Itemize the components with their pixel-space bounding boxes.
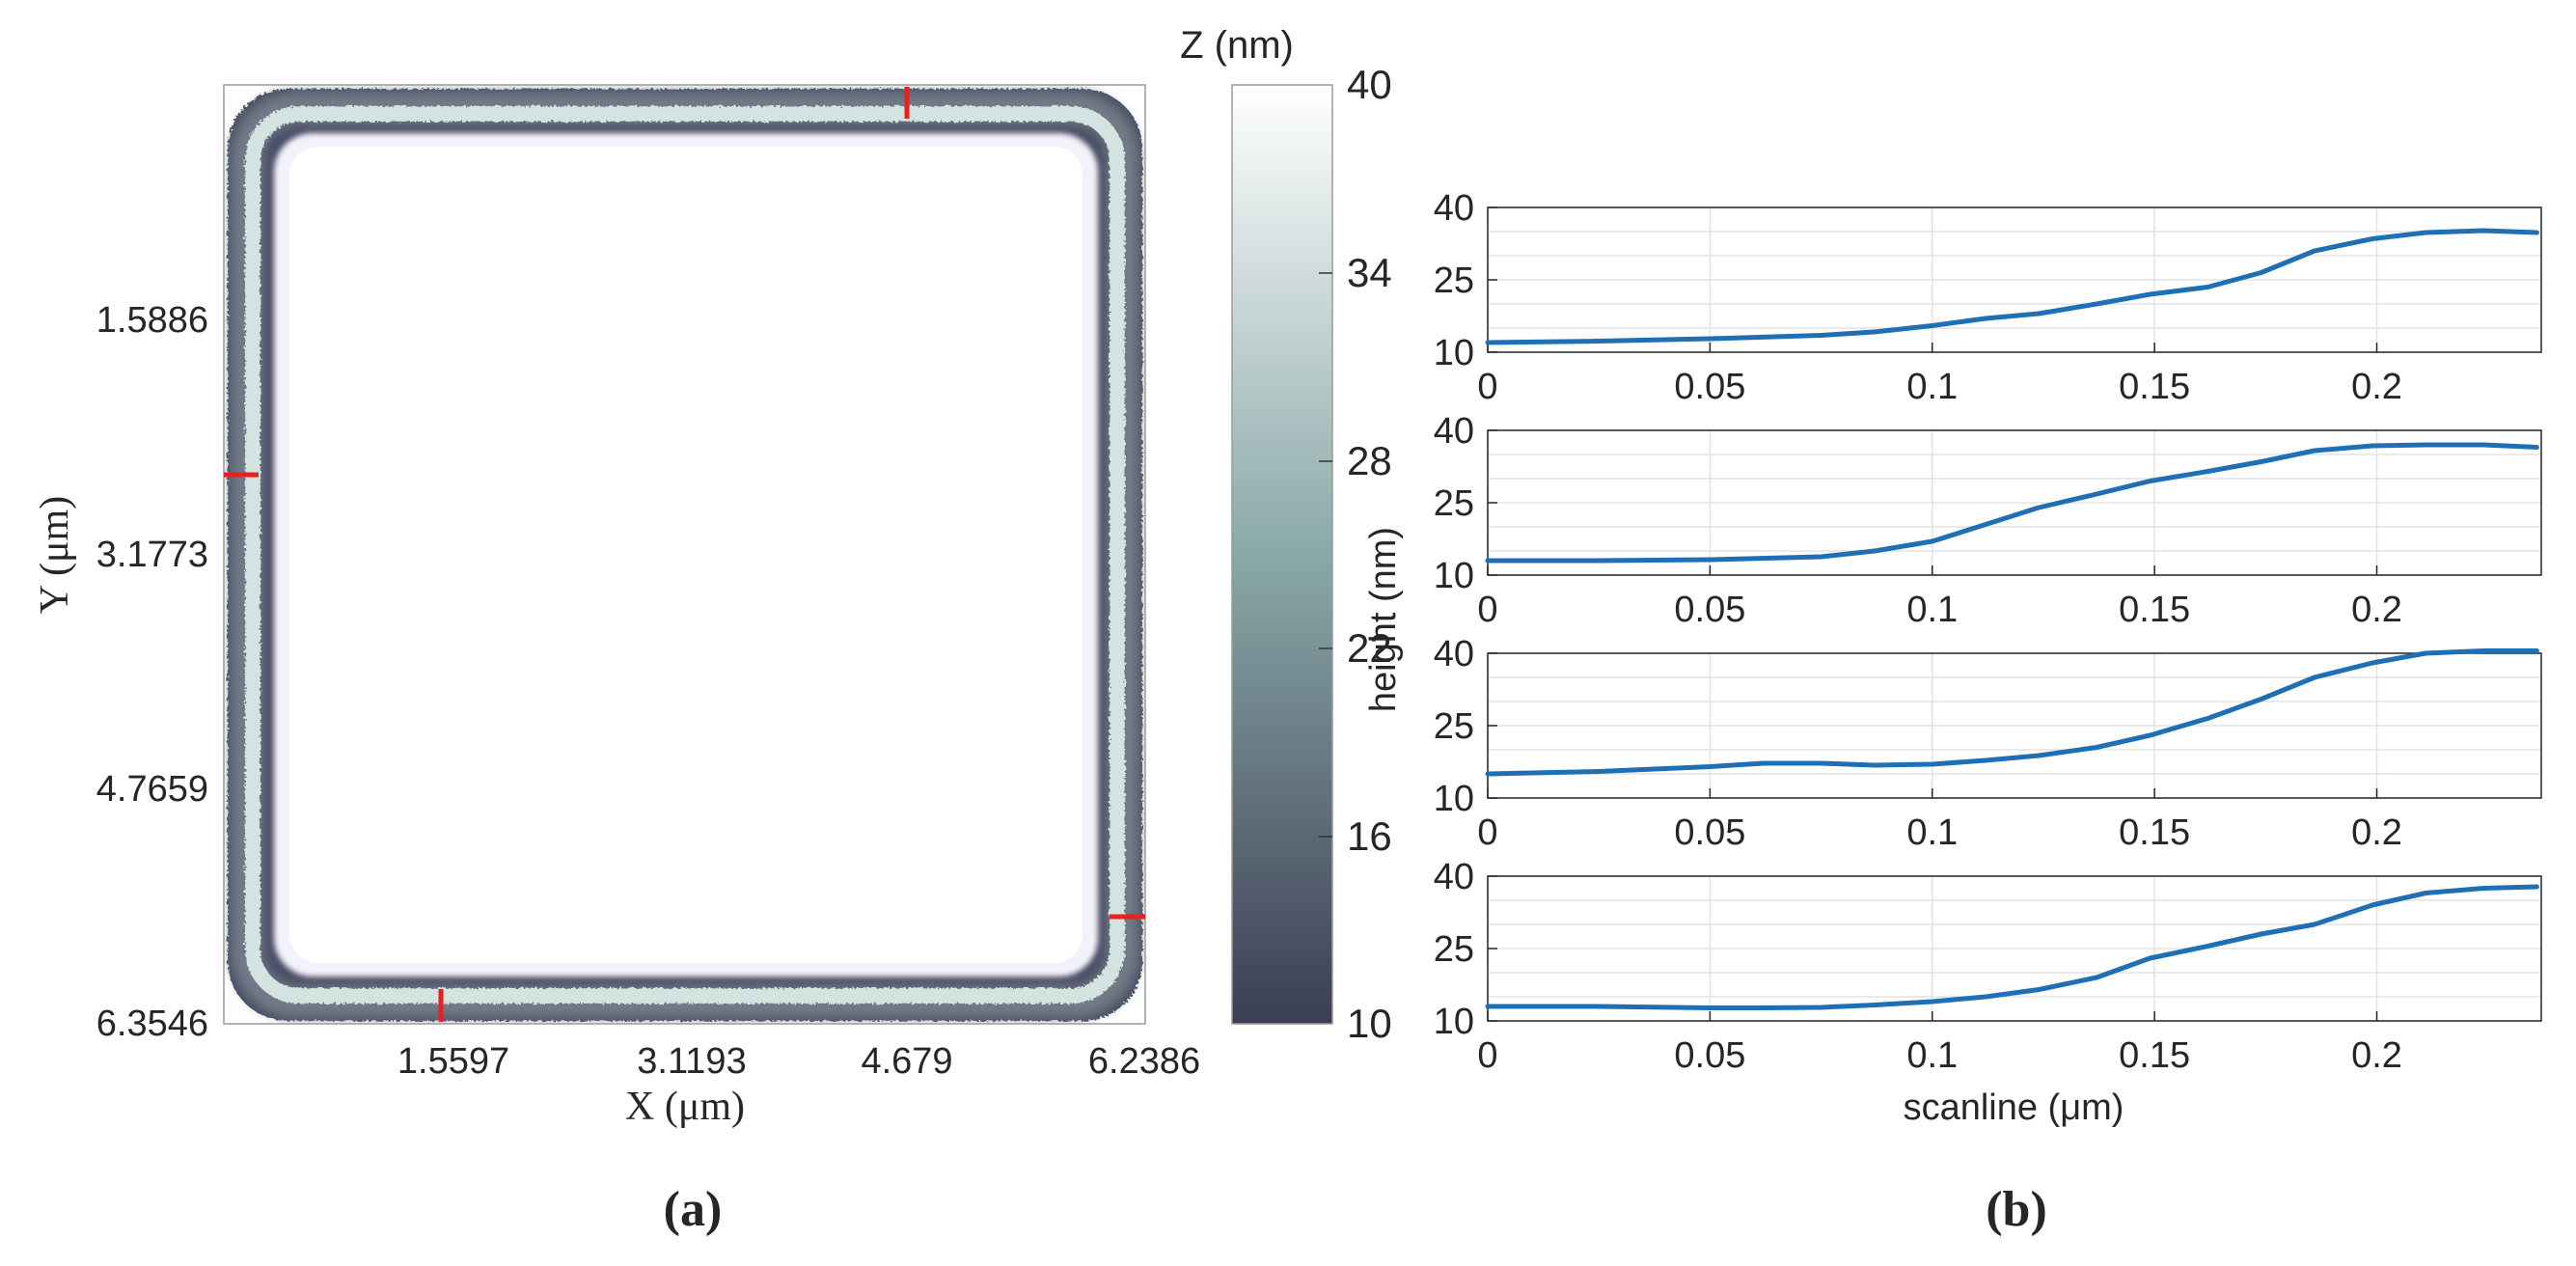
y-tick-label: 40 [1434, 411, 1474, 452]
profile-subplot-4: 10 25 40 0 0.05 0.1 0.15 0.2 [1434, 857, 2542, 1076]
heatmap-plot-area [224, 85, 1145, 1024]
y-tick-label: 10 [1434, 779, 1474, 819]
x-tick-label: 4.679 [861, 1041, 952, 1082]
y-tick-label: 40 [1434, 857, 1474, 897]
profile-subplot-2: 10 25 40 0 0.05 0.1 0.15 0.2 [1434, 411, 2542, 630]
y-tick-label: 25 [1434, 706, 1474, 747]
colorbar-title: Z (nm) [1180, 24, 1294, 67]
x-tick-label: 1.5597 [397, 1041, 509, 1082]
panel-b-caption: (b) [1986, 1182, 2047, 1237]
scanline-markers [224, 87, 1145, 1022]
heatmap-frame [223, 84, 1146, 1025]
profiles-x-axis-label: scanline (μm) [1904, 1087, 2124, 1128]
profile-line-3 [1485, 648, 2539, 777]
x-tick-label: 0.05 [1674, 590, 1745, 630]
x-tick-label: 0.05 [1674, 1035, 1745, 1076]
heatmap-plateau [289, 147, 1082, 963]
x-tick-label: 0.15 [2119, 1035, 2190, 1076]
x-tick-label: 0 [1477, 812, 1497, 853]
x-tick-label: 0.2 [2351, 367, 2402, 407]
y-tick-label: 40 [1434, 634, 1474, 674]
y-tick-label: 10 [1434, 333, 1474, 373]
profile-subplot-3: 10 25 40 0 0.05 0.1 0.15 0.2 [1434, 634, 2542, 853]
y-tick-label: 6.3546 [96, 1004, 208, 1044]
y-tick-label: 3.1773 [96, 535, 208, 575]
heatmap-x-ticks: 1.5597 3.1193 4.679 6.2386 [397, 1041, 1200, 1082]
x-tick-label: 0 [1477, 1035, 1497, 1076]
x-tick-label: 6.2386 [1088, 1041, 1200, 1082]
heatmap-x-axis-label: X (μm) [625, 1085, 745, 1129]
x-tick-label: 3.1193 [637, 1041, 746, 1082]
x-tick-label: 0.2 [2351, 812, 2402, 853]
x-tick-label: 0.2 [2351, 590, 2402, 630]
heatmap-y-axis-label: Y (μm) [33, 496, 77, 614]
profiles-y-axis-label: height (nm) [1363, 527, 1404, 712]
x-tick-label: 0.1 [1906, 1035, 1958, 1076]
heatmap-rim [245, 106, 1125, 1004]
y-tick-label: 4.7659 [96, 769, 208, 810]
colorbar-tick-label: 10 [1347, 1001, 1392, 1046]
x-tick-label: 0 [1477, 590, 1497, 630]
y-tick-label: 10 [1434, 556, 1474, 596]
x-tick-label: 0.15 [2119, 367, 2190, 407]
x-tick-label: 0.1 [1906, 812, 1958, 853]
panel-a-caption: (a) [664, 1182, 723, 1237]
x-tick-label: 0.1 [1906, 590, 1958, 630]
heatmap-y-ticks: 1.5886 3.1773 4.7659 6.3546 [96, 300, 208, 1044]
profile-subplot-1: 10 25 40 0 0.05 0.1 0.15 0.2 [1434, 188, 2542, 407]
x-tick-label: 0.15 [2119, 812, 2190, 853]
profile-line-4 [1485, 884, 2539, 1010]
y-tick-label: 1.5886 [96, 300, 208, 341]
x-tick-label: 0 [1477, 367, 1497, 407]
profile-line-1 [1485, 228, 2539, 345]
colorbar-tick-label: 28 [1347, 438, 1392, 483]
y-tick-label: 25 [1434, 483, 1474, 524]
x-tick-label: 0.1 [1906, 367, 1958, 407]
colorbar-tick-label: 34 [1347, 250, 1392, 295]
y-tick-label: 10 [1434, 1002, 1474, 1042]
y-tick-label: 25 [1434, 261, 1474, 301]
colorbar-tick-label: 16 [1347, 813, 1392, 859]
x-tick-label: 0.15 [2119, 590, 2190, 630]
y-tick-label: 40 [1434, 188, 1474, 229]
heatmap-panel: 1.5597 3.1193 4.679 6.2386 X (μm) 1.5886… [33, 24, 1392, 1237]
colorbar-scale [1231, 84, 1333, 1025]
x-tick-label: 0.05 [1674, 367, 1745, 407]
colorbar-tick-marks [1319, 272, 1332, 838]
colorbar: Z (nm) 40 34 28 22 16 10 [1180, 24, 1392, 1046]
x-tick-label: 0.2 [2351, 1035, 2402, 1076]
colorbar-tick-label: 22 [1347, 625, 1392, 671]
x-tick-label: 0.05 [1674, 812, 1745, 853]
colorbar-tick-label: 40 [1347, 62, 1392, 107]
profile-line-2 [1485, 442, 2539, 564]
y-tick-label: 25 [1434, 929, 1474, 970]
